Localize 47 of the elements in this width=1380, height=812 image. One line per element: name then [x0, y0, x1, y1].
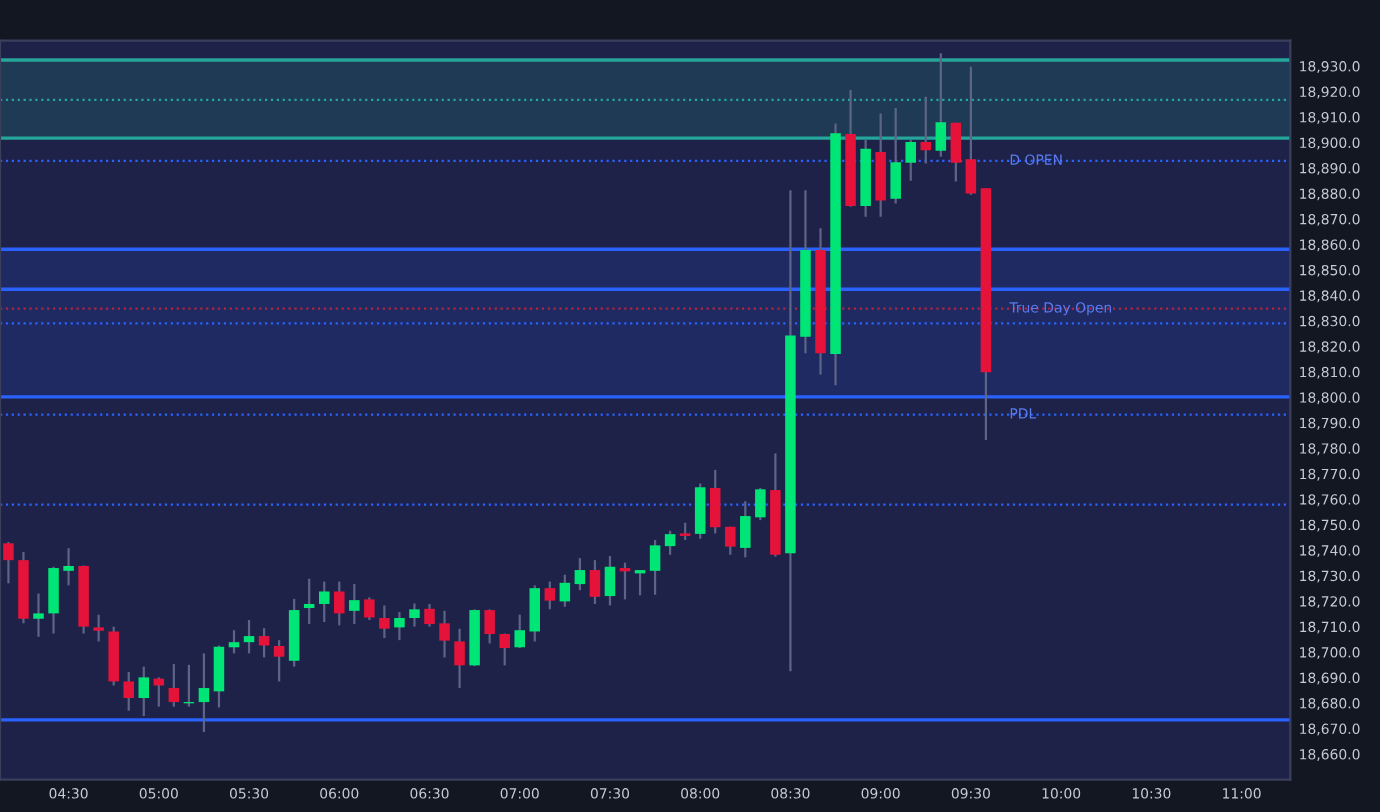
- candlestick: [484, 608, 495, 645]
- candlestick: [318, 580, 330, 624]
- candlestick: [364, 596, 375, 622]
- candlestick: [649, 538, 661, 596]
- candlestick: [243, 618, 255, 655]
- candlestick: [394, 611, 405, 642]
- candlestick: [424, 602, 435, 628]
- candlestick: [499, 632, 510, 667]
- candlestick: [3, 540, 14, 585]
- candlestick: [965, 65, 977, 196]
- candlestick: [409, 602, 420, 628]
- candlestick: [168, 662, 180, 708]
- candlestick: [439, 609, 450, 659]
- candlestick: [740, 500, 751, 559]
- candlestick: [93, 613, 104, 643]
- candlestick: [213, 644, 225, 709]
- candlestick: [123, 670, 134, 712]
- candlestick: [890, 107, 901, 205]
- candlestick: [709, 468, 721, 535]
- candlestick: [33, 592, 44, 638]
- candlestick: [258, 627, 270, 659]
- candlestick: [920, 95, 932, 165]
- candlestick: [454, 627, 465, 690]
- candlestick: [604, 554, 616, 607]
- candlestick: [935, 52, 947, 158]
- candlestick: [334, 580, 345, 627]
- candlestick: [514, 613, 525, 650]
- candlestick: [273, 639, 285, 683]
- candlestick: [228, 629, 240, 655]
- candlestick: [529, 584, 541, 643]
- candlestick: [574, 556, 586, 592]
- candlestick: [63, 547, 74, 587]
- candlestick: [694, 482, 706, 540]
- candlestick: [905, 138, 916, 182]
- candlestick: [589, 559, 601, 606]
- candlestick: [559, 573, 571, 608]
- candlestick: [349, 582, 360, 626]
- candlestick: [725, 525, 736, 556]
- candlestick: [379, 604, 390, 640]
- candlestick: [950, 121, 962, 183]
- candlestick: [48, 565, 59, 635]
- candlestick: [755, 486, 766, 522]
- candlestick: [303, 577, 315, 626]
- candlestick: [138, 665, 150, 718]
- candlestick: [544, 580, 556, 611]
- candlestick: [198, 652, 210, 734]
- candlestick: [664, 529, 676, 556]
